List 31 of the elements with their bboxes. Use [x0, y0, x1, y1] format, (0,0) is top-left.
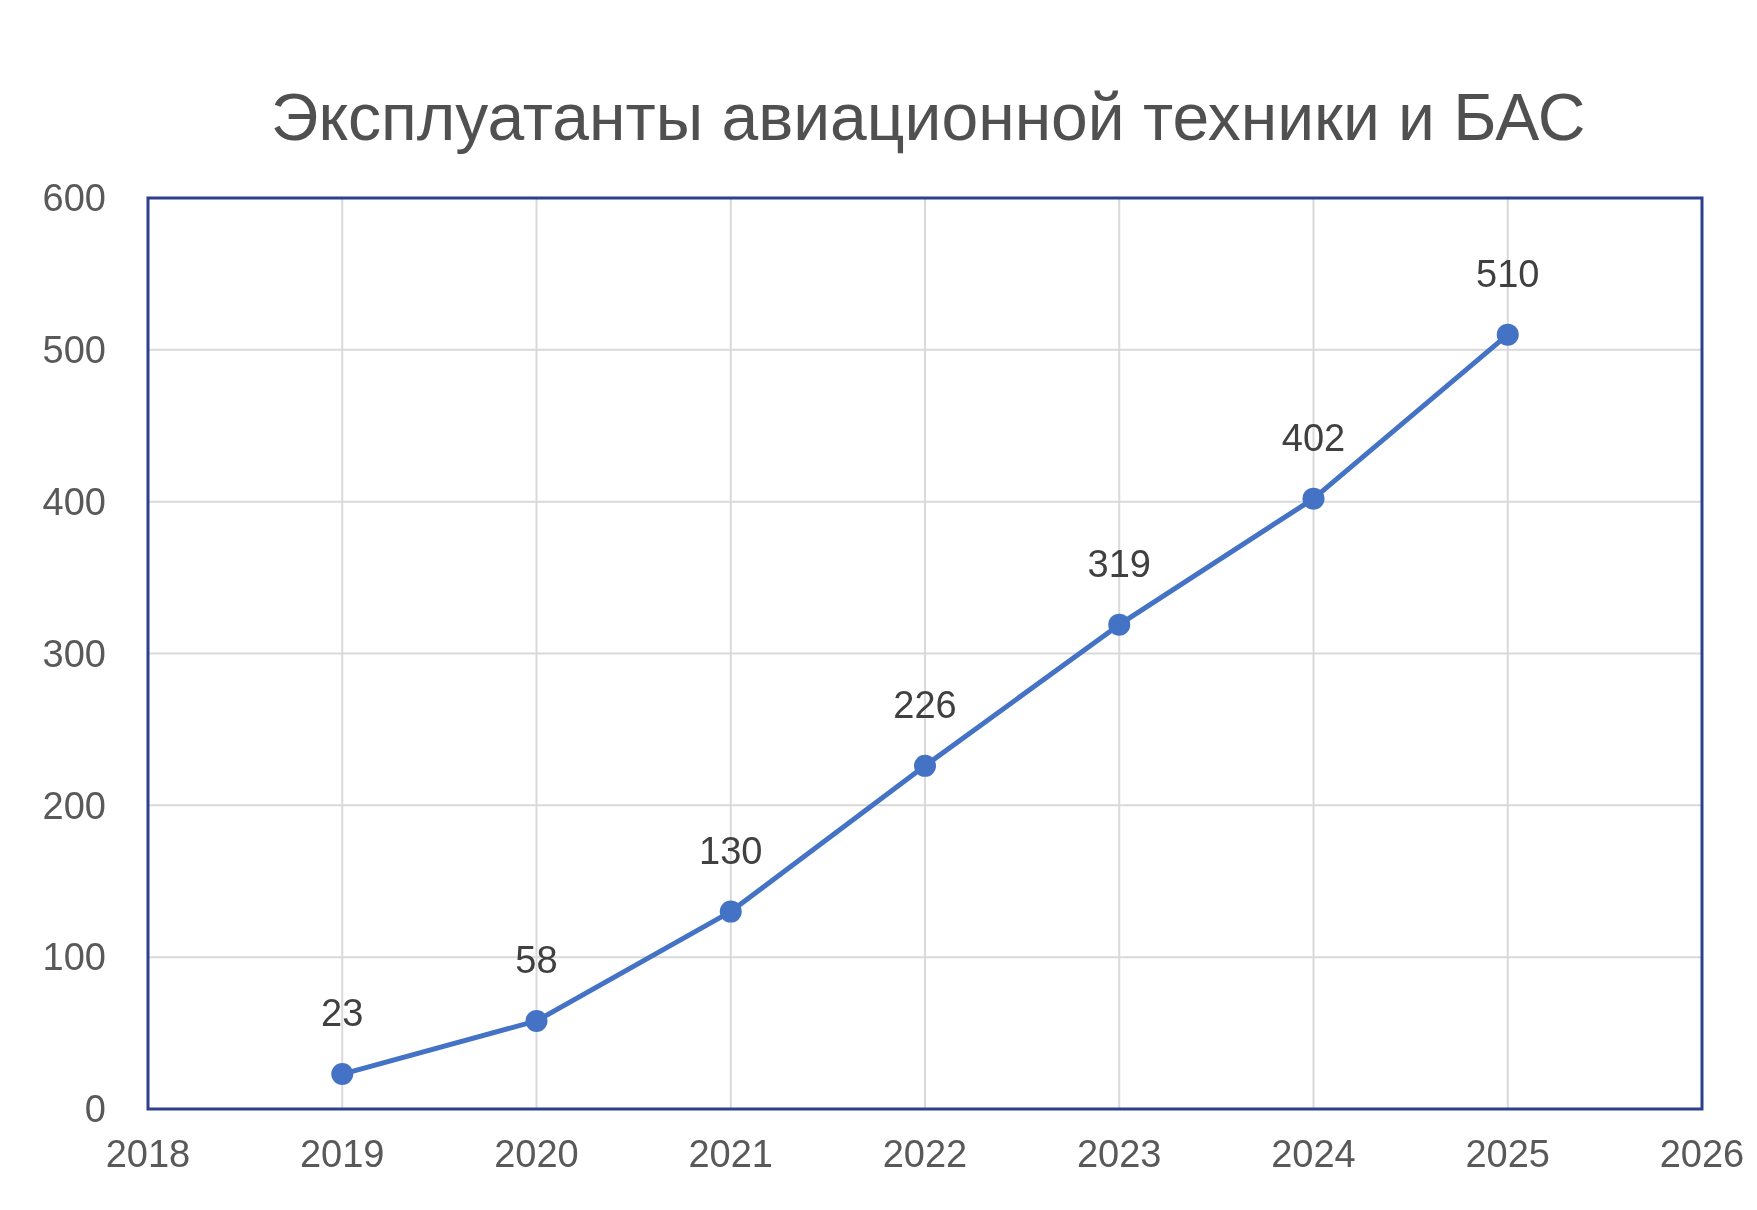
y-tick-label: 500 — [42, 329, 106, 372]
point — [914, 754, 936, 777]
y-tick-label: 400 — [42, 480, 106, 523]
x-tick-label: 2021 — [688, 1133, 774, 1175]
x-tick-label: 2026 — [1659, 1133, 1745, 1175]
data-label: 319 — [1087, 542, 1151, 585]
point — [1302, 487, 1325, 510]
x-tick-label: 2023 — [1076, 1133, 1162, 1175]
y-tick-label: 200 — [42, 784, 106, 827]
y-tick-label: 300 — [42, 632, 106, 675]
x-tick-label: 2025 — [1465, 1133, 1551, 1175]
point — [719, 900, 742, 923]
data-label: 510 — [1476, 252, 1540, 295]
x-tick-label: 2018 — [105, 1133, 191, 1175]
data-label: 130 — [699, 829, 763, 872]
x-tick-label: 2022 — [882, 1133, 968, 1175]
data-label: 402 — [1281, 416, 1346, 459]
data-label: 226 — [893, 683, 957, 726]
x-tick-label: 2019 — [299, 1133, 385, 1175]
data-label: 58 — [515, 938, 558, 981]
chart-title: Эксплуатанты авиационной техники и БАС — [271, 80, 1586, 154]
point — [1496, 323, 1519, 346]
data-label: 23 — [321, 992, 364, 1035]
y-tick-label: 600 — [42, 177, 106, 220]
x-tick-label: 2024 — [1271, 1133, 1356, 1175]
y-tick-label: 100 — [42, 936, 106, 979]
x-tick-label: 2020 — [494, 1133, 579, 1175]
point — [331, 1063, 354, 1086]
y-tick-label: 0 — [84, 1088, 106, 1131]
point — [1108, 613, 1131, 636]
point — [525, 1009, 548, 1032]
